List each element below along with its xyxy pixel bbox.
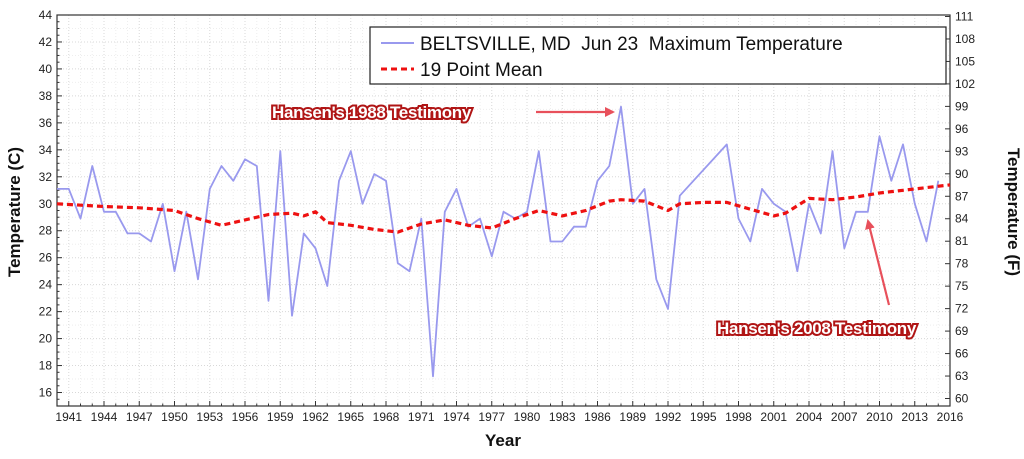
annotation-2008: Hansen's 2008 Testimony bbox=[715, 219, 919, 340]
y-tick-label-right: 105 bbox=[955, 54, 975, 68]
y-tick-label-left: 36 bbox=[39, 116, 53, 130]
y-axis-right-ticks: 60 63 66 69 72 75 78 81 84 87 90 93 96 99 102 105 108 111 bbox=[945, 9, 975, 406]
y-tick-label-left: 38 bbox=[39, 89, 53, 103]
y-tick-label-right: 99 bbox=[955, 99, 969, 113]
x-tick-label: 1941 bbox=[55, 410, 82, 424]
annotation-1988: Hansen's 1988 Testimony bbox=[270, 101, 615, 124]
x-tick-label: 1980 bbox=[514, 410, 541, 424]
x-tick-label: 2001 bbox=[760, 410, 787, 424]
y-tick-label-right: 66 bbox=[955, 347, 969, 361]
x-tick-label: 1956 bbox=[232, 410, 259, 424]
y-tick-label-right: 111 bbox=[955, 9, 974, 23]
y-tick-label-left: 42 bbox=[39, 35, 53, 49]
x-tick-label: 2016 bbox=[937, 410, 964, 424]
y-tick-label-left: 22 bbox=[39, 305, 53, 319]
y-tick-label-right: 84 bbox=[955, 212, 969, 226]
y-tick-label-right: 108 bbox=[955, 32, 975, 46]
x-tick-label: 2004 bbox=[796, 410, 823, 424]
y-tick-label-right: 96 bbox=[955, 122, 969, 136]
legend-label-mean: 19 Point Mean bbox=[420, 60, 543, 81]
x-tick-label: 1986 bbox=[584, 410, 611, 424]
y-tick-label-right: 60 bbox=[955, 392, 969, 406]
y-tick-label-left: 32 bbox=[39, 170, 53, 184]
y-tick-label-right: 102 bbox=[955, 77, 975, 91]
series-line-19pt-mean bbox=[56, 183, 951, 234]
y-tick-label-right: 72 bbox=[955, 302, 969, 316]
x-tick-label: 1962 bbox=[302, 410, 329, 424]
series-lines bbox=[56, 105, 951, 378]
x-tick-label: 1995 bbox=[690, 410, 717, 424]
legend: BELTSVILLE, MD Jun 23 Maximum Temperatur… bbox=[369, 26, 947, 85]
y-tick-label-right: 63 bbox=[955, 369, 969, 383]
y-tick-label-left: 44 bbox=[39, 8, 53, 22]
annotation-2008-label: Hansen's 2008 Testimony bbox=[717, 319, 917, 338]
x-tick-label: 1998 bbox=[725, 410, 752, 424]
x-tick-label: 1974 bbox=[443, 410, 470, 424]
y-tick-label-right: 93 bbox=[955, 144, 969, 158]
y-axis-left-ticks: 16 18 20 22 24 26 28 30 32 34 36 38 40 42 44 bbox=[39, 8, 62, 407]
x-axis-title: Year bbox=[485, 431, 521, 450]
y-tick-label-right: 69 bbox=[955, 324, 969, 338]
annotation-2008-arrow bbox=[865, 219, 891, 306]
x-tick-label: 2007 bbox=[831, 410, 858, 424]
y-axis-left-title: Temperature (C) bbox=[5, 147, 24, 277]
y-tick-label-left: 40 bbox=[39, 62, 53, 76]
x-axis-ticks: 1941 1944 1947 1950 1953 1956 1959 1962 1965 1968… bbox=[55, 401, 964, 424]
y-tick-label-left: 26 bbox=[39, 251, 53, 265]
x-tick-label: 1983 bbox=[549, 410, 576, 424]
y-tick-label-left: 28 bbox=[39, 224, 53, 238]
annotation-1988-label: Hansen's 1988 Testimony bbox=[272, 103, 472, 122]
y-tick-label-right: 87 bbox=[955, 189, 969, 203]
y-tick-label-right: 78 bbox=[955, 257, 969, 271]
y-tick-label-left: 24 bbox=[39, 278, 53, 292]
x-tick-label: 1953 bbox=[196, 410, 223, 424]
legend-box bbox=[369, 26, 947, 85]
y-tick-label-right: 90 bbox=[955, 167, 969, 181]
y-tick-label-left: 18 bbox=[39, 359, 53, 373]
y-tick-label-right: 75 bbox=[955, 279, 969, 293]
y-tick-label-left: 30 bbox=[39, 197, 53, 211]
y-axis-right-title: Temperature (F) bbox=[1004, 148, 1023, 276]
legend-label-max-temp: BELTSVILLE, MD Jun 23 Maximum Temperatur… bbox=[420, 34, 843, 55]
y-tick-label-left: 20 bbox=[39, 332, 53, 346]
x-tick-label: 1971 bbox=[408, 410, 435, 424]
x-tick-label: 1959 bbox=[267, 410, 294, 424]
x-tick-label: 1950 bbox=[161, 410, 188, 424]
y-tick-label-left: 34 bbox=[39, 143, 53, 157]
x-tick-label: 1989 bbox=[619, 410, 646, 424]
series-line-max-temp bbox=[57, 105, 940, 378]
x-tick-label: 1992 bbox=[655, 410, 682, 424]
x-tick-label: 1977 bbox=[478, 410, 505, 424]
x-tick-label: 1965 bbox=[337, 410, 364, 424]
x-tick-label: 1947 bbox=[126, 410, 153, 424]
x-tick-label: 2010 bbox=[866, 410, 893, 424]
y-tick-label-left: 16 bbox=[39, 386, 53, 400]
x-tick-label: 1968 bbox=[373, 410, 400, 424]
x-tick-label: 2013 bbox=[901, 410, 928, 424]
x-tick-label: 1944 bbox=[91, 410, 118, 424]
y-tick-label-right: 81 bbox=[955, 234, 969, 248]
